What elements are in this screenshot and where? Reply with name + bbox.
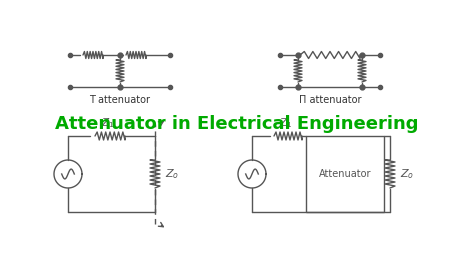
Text: $Z_o$: $Z_o$	[165, 167, 179, 181]
Text: $Z_1$: $Z_1$	[279, 116, 292, 130]
Text: $Z_1$: $Z_1$	[101, 116, 115, 130]
Text: Attenuator in Electrical Engineering: Attenuator in Electrical Engineering	[55, 115, 419, 133]
Text: T attenuator: T attenuator	[90, 95, 151, 105]
Bar	[306, 136, 384, 212]
Text: $Z_o$: $Z_o$	[400, 167, 414, 181]
Text: Attenuator: Attenuator	[319, 169, 371, 179]
Text: Π attenuator: Π attenuator	[299, 95, 361, 105]
